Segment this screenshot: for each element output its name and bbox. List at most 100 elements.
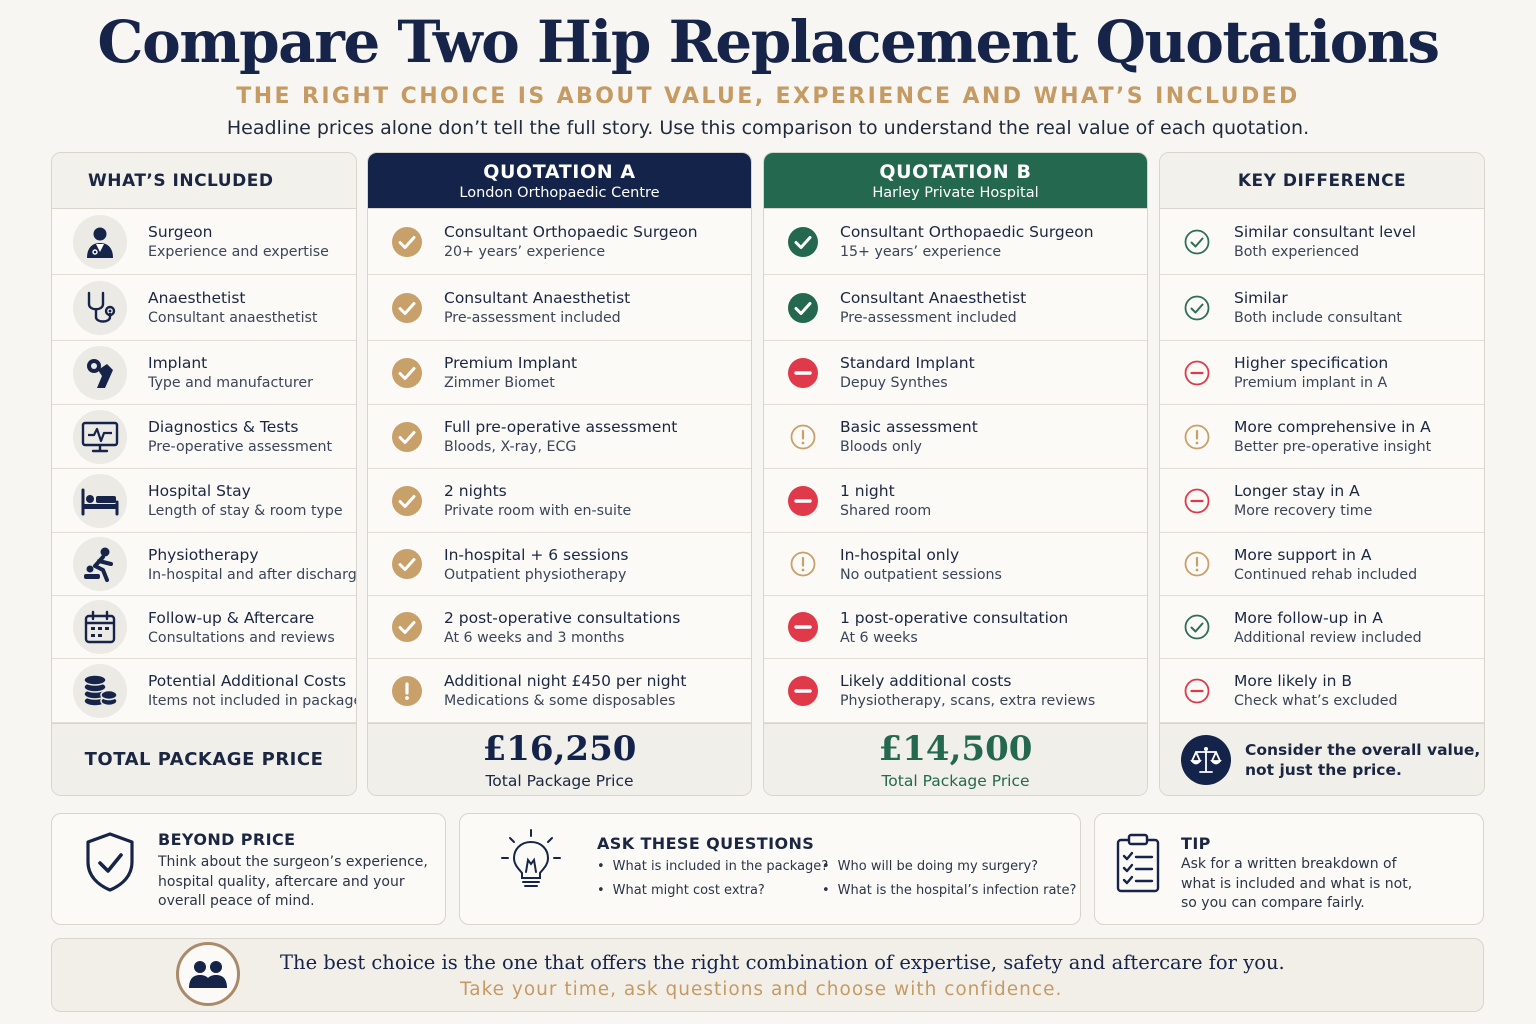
included-row: Follow-up & Aftercare Consultations and … <box>52 596 356 659</box>
check-icon <box>788 226 818 257</box>
quotation-b-header: QUOTATION B Harley Private Hospital <box>764 153 1147 209</box>
quotation-a-row-title: Consultant Anaesthetist <box>444 289 631 307</box>
included-row-title: Anaesthetist <box>148 289 246 307</box>
check-icon <box>1184 614 1210 640</box>
included-row: Anaesthetist Consultant anaesthetist <box>52 275 356 341</box>
quotation-b-row: Standard Implant Depuy Synthes <box>764 341 1147 405</box>
check-icon <box>392 226 422 257</box>
included-row-title: Follow-up & Aftercare <box>148 608 315 627</box>
quotation-b-price: £14,500 <box>878 728 1033 769</box>
key-difference-row: Longer stay in A More recovery time <box>1160 469 1484 533</box>
quotation-a-row: Consultant Orthopaedic Surgeon 20+ years… <box>368 209 751 275</box>
quotation-b-row-title: In-hospital only <box>840 545 960 564</box>
quotation-a-row: In-hospital + 6 sessions Outpatient phys… <box>368 533 751 596</box>
key-difference-row: More support in A Continued rehab includ… <box>1160 533 1484 596</box>
included-row: Surgeon Experience and expertise <box>52 209 356 275</box>
quotation-a-row: Full pre-operative assessment Bloods, X-… <box>368 405 751 469</box>
beyond-price-title: BEYOND PRICE <box>158 830 296 849</box>
quotation-b-row-desc: Shared room <box>840 503 932 519</box>
key-difference-row-desc: Additional review included <box>1234 629 1422 646</box>
key-difference-row: Similar Both include consultant <box>1160 275 1484 341</box>
tip-title: TIP <box>1181 834 1211 853</box>
included-row-desc: Consultations and reviews <box>148 629 335 646</box>
key-difference-row-title: Longer stay in A <box>1234 482 1360 500</box>
key-difference-row-title: Similar consultant level <box>1234 223 1416 241</box>
quotation-a-row-desc: Bloods, X-ray, ECG <box>444 439 577 455</box>
shield-check-icon <box>82 830 138 898</box>
beyond-price-card: BEYOND PRICE Think about the surgeon’s e… <box>51 813 446 925</box>
quotation-b-row-desc: No outpatient sessions <box>840 566 1002 583</box>
quotation-b-row-desc: At 6 weeks <box>840 629 918 646</box>
quotation-a-row-desc: Pre-assessment included <box>444 310 621 326</box>
minus-icon <box>788 675 818 706</box>
quotation-b-row-desc: 15+ years’ experience <box>840 244 1002 260</box>
key-difference-row: More follow-up in A Additional review in… <box>1160 596 1484 659</box>
quotation-b-row: 1 night Shared room <box>764 469 1147 533</box>
check-icon <box>392 485 422 516</box>
key-difference-row: More comprehensive in A Better pre-opera… <box>1160 405 1484 469</box>
ask-questions-title: ASK THESE QUESTIONS <box>597 834 815 853</box>
quotation-b-row-title: 1 night <box>840 482 895 500</box>
beyond-price-line: hospital quality, aftercare and your <box>158 873 405 890</box>
quotation-b-row: Consultant Anaesthetist Pre-assessment i… <box>764 275 1147 341</box>
quotation-a-column: QUOTATION A London Orthopaedic Centre Co… <box>367 152 752 796</box>
key-difference-row-desc: Both experienced <box>1234 244 1360 260</box>
key-difference-row-desc: Check what’s excluded <box>1234 693 1398 709</box>
quotation-a-row-title: Full pre-operative assessment <box>444 418 678 436</box>
minus-icon <box>788 485 818 516</box>
included-row: Implant Type and manufacturer <box>52 341 356 405</box>
total-label: TOTAL PACKAGE PRICE <box>84 749 324 770</box>
included-row-title: Potential Additional Costs <box>148 672 347 690</box>
bed-icon <box>73 473 127 528</box>
included-row: Hospital Stay Length of stay & room type <box>52 469 356 533</box>
quotation-a-row-desc: 20+ years’ experience <box>444 244 606 260</box>
included-header: WHAT’S INCLUDED <box>52 153 356 209</box>
included-row-title: Physiotherapy <box>148 545 259 564</box>
quotation-b-row-desc: Depuy Synthes <box>840 375 948 391</box>
quotation-b-row-title: Basic assessment <box>840 418 978 436</box>
alert-icon <box>1184 551 1210 577</box>
scales-icon <box>1181 734 1231 785</box>
page-title: Compare Two Hip Replacement Quotations <box>97 8 1440 76</box>
check-icon <box>392 421 422 452</box>
key-difference-row-title: Similar <box>1234 289 1288 307</box>
checklist-clipboard-icon <box>1115 832 1161 898</box>
quotation-a-row-desc: Medications & some disposables <box>444 693 676 709</box>
check-icon <box>1184 229 1210 255</box>
question-item: What is included in the package? <box>597 859 829 874</box>
key-difference-row-title: More support in A <box>1234 545 1372 564</box>
included-row: Physiotherapy In-hospital and after disc… <box>52 533 356 596</box>
key-total-line2: not just the price. <box>1245 760 1402 779</box>
quotation-b-row-desc: Bloods only <box>840 439 922 455</box>
quotation-b-total: £14,500 Total Package Price <box>764 723 1147 795</box>
page-subtitle: THE RIGHT CHOICE IS ABOUT VALUE, EXPERIE… <box>236 84 1300 109</box>
question-item: What might cost extra? <box>597 883 765 898</box>
quotation-a-row-title: 2 nights <box>444 482 507 500</box>
beyond-price-line: Think about the surgeon’s experience, <box>158 854 428 870</box>
quotation-b-row: 1 post-operative consultation At 6 weeks <box>764 596 1147 659</box>
coins-icon <box>73 663 127 718</box>
quotation-a-row-title: Premium Implant <box>444 354 578 372</box>
tip-line: so you can compare fairly. <box>1181 895 1365 911</box>
monitor-icon <box>73 409 127 464</box>
included-row-desc: Consultant anaesthetist <box>148 310 318 326</box>
lightbulb-icon <box>498 828 564 898</box>
quotation-a-row-desc: Private room with en-suite <box>444 503 632 519</box>
included-row-title: Surgeon <box>148 223 213 241</box>
key-total-line1: Consider the overall value, <box>1245 740 1481 759</box>
check-icon <box>392 357 422 388</box>
key-difference-row-title: More likely in B <box>1234 672 1353 690</box>
key-difference-column: KEY DIFFERENCE Similar consultant level … <box>1159 152 1485 796</box>
people-icon <box>176 942 240 1006</box>
stethoscope-icon <box>73 280 127 335</box>
quotation-b-row: Consultant Orthopaedic Surgeon 15+ years… <box>764 209 1147 275</box>
banner-line1: The best choice is the one that offers t… <box>280 951 1285 974</box>
banner-line2: Take your time, ask questions and choose… <box>460 979 1063 1000</box>
beyond-price-line: overall peace of mind. <box>158 893 315 909</box>
quotation-a-price-label: Total Package Price <box>485 771 634 790</box>
included-row: Diagnostics & Tests Pre-operative assess… <box>52 405 356 469</box>
included-row-desc: Type and manufacturer <box>148 375 313 391</box>
quotation-a-total: £16,250 Total Package Price <box>368 723 751 795</box>
check-icon <box>392 612 422 642</box>
quotation-a-title: QUOTATION A <box>483 160 636 183</box>
